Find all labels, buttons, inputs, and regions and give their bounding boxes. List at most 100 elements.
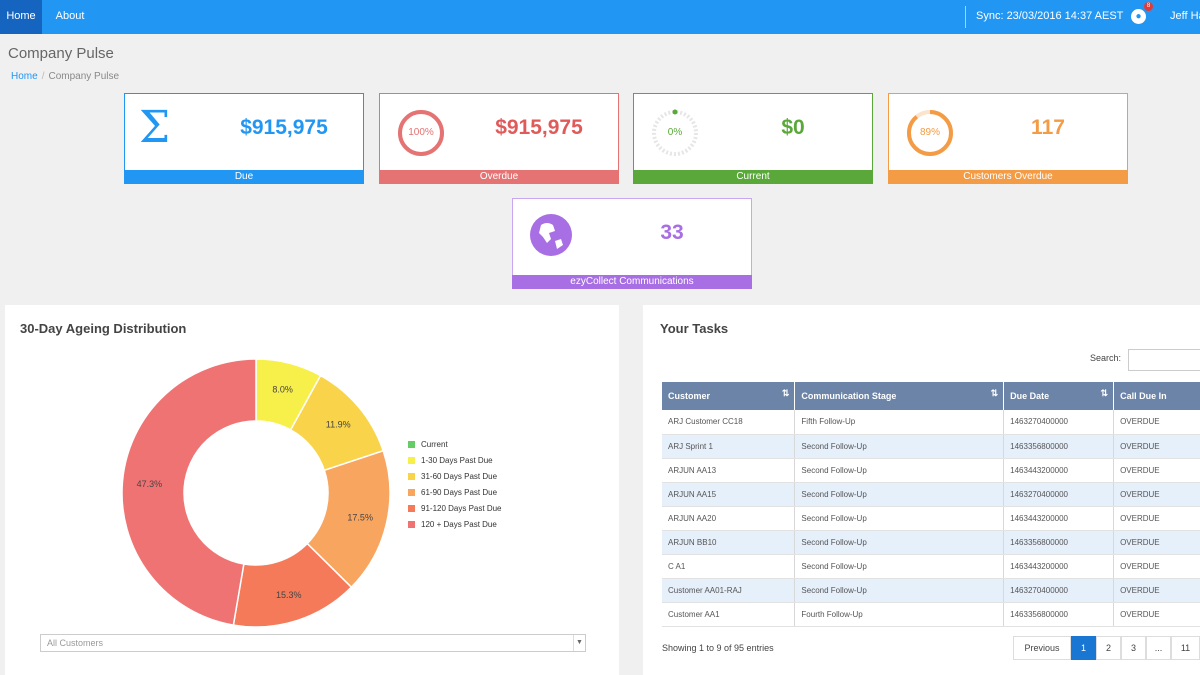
table-row[interactable]: Customer AA01-RAJ Second Follow-Up 1463270… — [662, 578, 1200, 603]
column-header-stage[interactable]: Communication Stage ⇅ — [794, 382, 1005, 410]
table-row[interactable]: ARJUN AA15 Second Follow-Up 1463270400000 O… — [662, 482, 1200, 507]
communications-card[interactable]: 33 ezyCollect Communications — [512, 198, 752, 289]
table-row[interactable]: ARJ Customer CC18 Fifth Follow-Up 14632704… — [662, 410, 1200, 435]
cell-customer: ARJUN AA20 — [662, 506, 796, 531]
cell-customer: ARJ Customer CC18 — [662, 410, 796, 435]
pagination-previous[interactable]: Previous — [1013, 636, 1071, 660]
current-value: $0 — [781, 116, 805, 139]
overdue-label: Overdue — [379, 170, 619, 184]
breadcrumb-current: Company Pulse — [48, 71, 120, 82]
legend-swatch — [408, 441, 415, 449]
column-header-customer[interactable]: Customer ⇅ — [662, 382, 796, 410]
column-header-due-date[interactable]: Due Date ⇅ — [1003, 382, 1115, 410]
search-input[interactable] — [1128, 349, 1200, 371]
table-header-row: Customer ⇅ Communication Stage ⇅ Due Date ⇅… — [662, 382, 1200, 410]
sort-icon: ⇅ — [1100, 388, 1109, 398]
legend-swatch — [408, 521, 415, 529]
legend-label: 120 + Days Past Due — [421, 520, 497, 529]
cell-due-date: 1463443200000 — [1003, 506, 1115, 531]
cell-call-due: OVERDUE — [1113, 410, 1200, 435]
table-row[interactable]: ARJ Sprint 1 Second Follow-Up 146335680000… — [662, 434, 1200, 459]
legend-item-31-60: 31-60 Days Past Due — [408, 472, 502, 488]
cell-customer: ARJUN AA15 — [662, 482, 796, 507]
globe-icon — [529, 213, 579, 263]
legend-label: Current — [421, 440, 448, 449]
column-header-call-due[interactable]: Call Due In — [1113, 382, 1200, 410]
table-row[interactable]: ARJUN AA13 Second Follow-Up 1463443200000 O… — [662, 458, 1200, 483]
nav-divider — [965, 6, 966, 28]
current-card[interactable]: 0% $0 Current — [633, 93, 873, 184]
pagination-page-11[interactable]: 11 — [1171, 636, 1200, 660]
overdue-card[interactable]: 100% $915,975 Overdue — [379, 93, 619, 184]
table-row[interactable]: C A1 Second Follow-Up 1463443200000 OVERDUE — [662, 554, 1200, 579]
breadcrumb: Home / Company Pulse — [11, 71, 119, 82]
cell-call-due: OVERDUE — [1113, 506, 1200, 531]
column-label: Call Due In — [1120, 391, 1167, 401]
chart-legend: Current 1-30 Days Past Due 31-60 Days Pa… — [408, 440, 502, 536]
customer-filter-select[interactable]: All Customers ▼ — [40, 634, 586, 652]
customers-overdue-percent: 89% — [919, 127, 940, 138]
due-value: $915,975 — [240, 116, 328, 139]
cell-customer: Customer AA01-RAJ — [662, 578, 796, 603]
cell-call-due: OVERDUE — [1113, 434, 1200, 459]
cell-call-due: OVERDUE — [1113, 530, 1200, 555]
cell-due-date: 1463443200000 — [1003, 554, 1115, 579]
cell-stage: Fourth Follow-Up — [794, 602, 1005, 627]
cell-due-date: 1463356800000 — [1003, 602, 1115, 627]
table-row[interactable]: ARJUN BB10 Second Follow-Up 1463356800000 O… — [662, 530, 1200, 555]
legend-label: 91-120 Days Past Due — [421, 504, 502, 513]
legend-item-120-plus: 120 + Days Past Due — [408, 520, 502, 536]
cell-stage: Second Follow-Up — [794, 554, 1005, 579]
cell-call-due: OVERDUE — [1113, 458, 1200, 483]
customers-overdue-progress-ring: 89% — [905, 108, 955, 158]
nav-home[interactable]: Home — [0, 0, 42, 34]
legend-swatch — [408, 489, 415, 497]
legend-swatch — [408, 473, 415, 481]
legend-swatch — [408, 457, 415, 465]
sort-icon: ⇅ — [781, 388, 790, 398]
overdue-progress-ring: 100% — [396, 108, 446, 158]
cell-stage: Second Follow-Up — [794, 434, 1005, 459]
customer-filter-value: All Customers — [47, 638, 104, 648]
sort-icon: ⇅ — [990, 388, 999, 398]
top-navbar: Home About Sync: 23/03/2016 14:37 AEST ●… — [0, 0, 1200, 34]
tasks-title: Your Tasks — [660, 321, 729, 336]
legend-label: 61-90 Days Past Due — [421, 488, 498, 497]
user-menu[interactable]: Jeff Ha — [1170, 10, 1200, 22]
sigma-icon: Σ — [139, 102, 171, 153]
ageing-panel: 30-Day Ageing Distribution — [5, 305, 619, 675]
cell-due-date: 1463270400000 — [1003, 578, 1115, 603]
table-row[interactable]: Customer AA1 Fourth Follow-Up 146335680000… — [662, 602, 1200, 627]
pagination-page-1[interactable]: 1 — [1071, 636, 1096, 660]
overdue-value: $915,975 — [495, 116, 583, 139]
cell-due-date: 1463443200000 — [1003, 458, 1115, 483]
cell-customer: ARJ Sprint 1 — [662, 434, 796, 459]
cell-stage: Second Follow-Up — [794, 530, 1005, 555]
legend-label: 1-30 Days Past Due — [421, 456, 493, 465]
customers-overdue-value: 117 — [1031, 116, 1065, 139]
search-label: Search: — [1090, 353, 1122, 363]
communications-value: 33 — [660, 221, 684, 244]
sync-status: Sync: 23/03/2016 14:37 AEST — [976, 10, 1124, 22]
current-progress-ring: 0% — [650, 108, 700, 158]
globe-icon[interactable]: ● — [1131, 9, 1146, 24]
nav-about[interactable]: About — [55, 10, 85, 22]
chevron-down-icon: ▼ — [573, 635, 585, 651]
legend-item-1-30: 1-30 Days Past Due — [408, 456, 502, 472]
ageing-title: 30-Day Ageing Distribution — [20, 321, 187, 336]
pagination-page-2[interactable]: 2 — [1096, 636, 1121, 660]
cell-stage: Second Follow-Up — [794, 482, 1005, 507]
overdue-percent: 100% — [408, 127, 434, 138]
pagination-page-3[interactable]: 3 — [1121, 636, 1146, 660]
cell-call-due: OVERDUE — [1113, 602, 1200, 627]
tasks-table: Customer ⇅ Communication Stage ⇅ Due Date ⇅… — [662, 382, 1200, 627]
cell-due-date: 1463356800000 — [1003, 530, 1115, 555]
customers-overdue-card[interactable]: 89% 117 Customers Overdue — [888, 93, 1128, 184]
table-row[interactable]: ARJUN AA20 Second Follow-Up 1463443200000 O… — [662, 506, 1200, 531]
breadcrumb-home[interactable]: Home — [11, 71, 38, 82]
cell-due-date: 1463270400000 — [1003, 482, 1115, 507]
table-info: Showing 1 to 9 of 95 entries — [662, 643, 774, 653]
legend-label: 31-60 Days Past Due — [421, 472, 498, 481]
notification-badge: 8 — [1144, 2, 1153, 11]
due-card[interactable]: Σ $915,975 Due — [124, 93, 364, 184]
